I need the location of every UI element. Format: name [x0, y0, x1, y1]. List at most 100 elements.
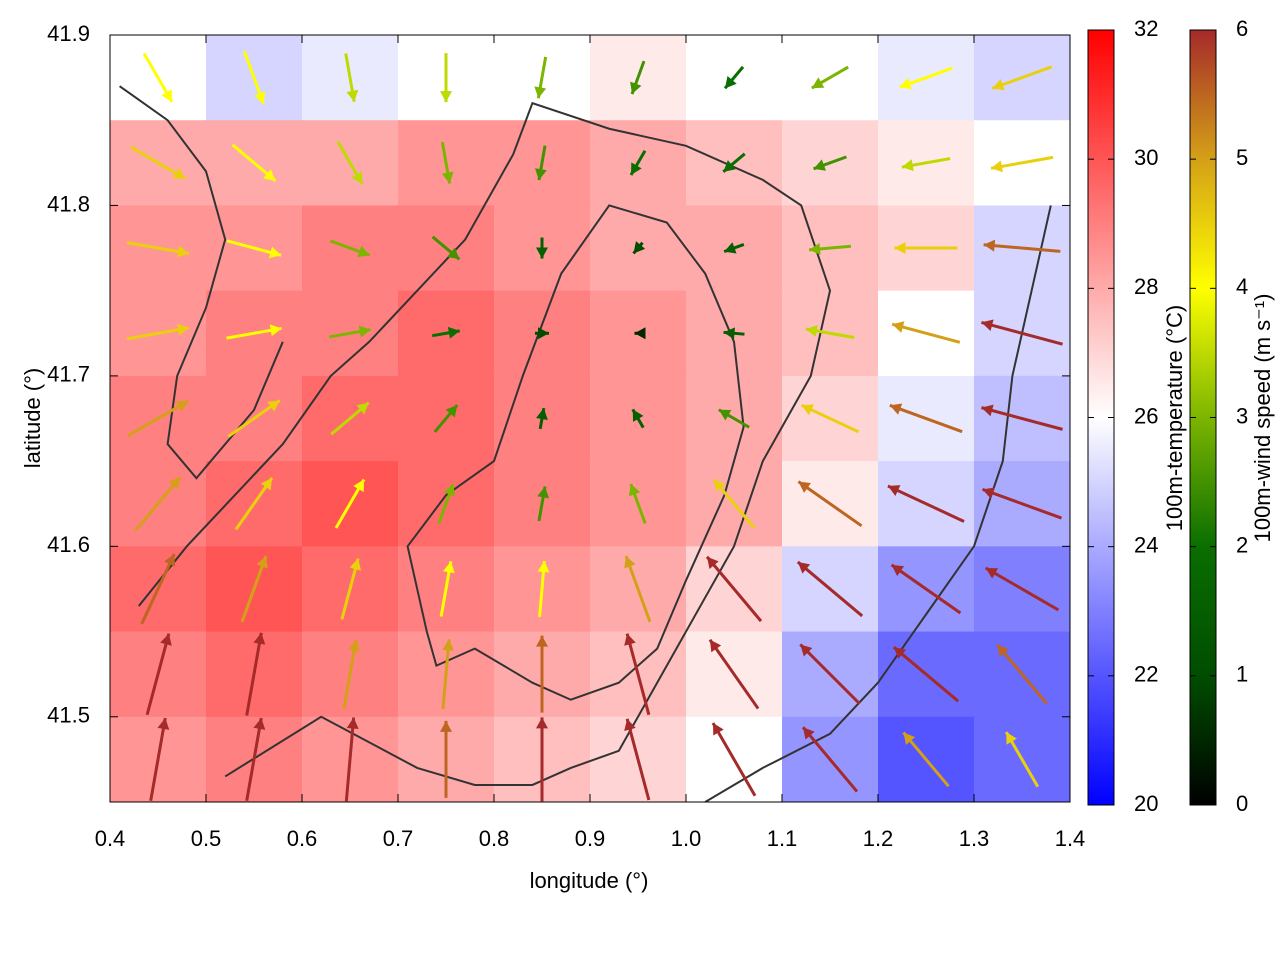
arrow-shaft	[984, 566, 1060, 612]
arrow-head	[809, 242, 821, 255]
arrow-head	[161, 89, 172, 102]
arrow-head	[160, 633, 172, 646]
arrow-head	[723, 160, 736, 172]
arrow-head	[536, 408, 548, 421]
x-tick-label: 0.7	[383, 826, 414, 851]
arrow-head	[537, 486, 550, 499]
wind-arrow	[536, 407, 548, 430]
arrow-head	[346, 89, 359, 102]
x-tick-label: 0.9	[575, 826, 606, 851]
arrow-head	[348, 639, 361, 652]
arrow-head	[351, 171, 363, 185]
arrow-shaft	[149, 717, 167, 802]
wind-arrow	[243, 50, 266, 105]
arrow-head	[263, 169, 276, 181]
arrow-head	[724, 242, 737, 254]
arrow-head	[538, 327, 549, 340]
colorbar-tick-label: 22	[1134, 662, 1158, 687]
colorbar-tick-label: 4	[1236, 274, 1248, 299]
wind-arrow	[226, 239, 282, 259]
arrow-head	[536, 717, 548, 729]
arrow-head	[440, 720, 452, 732]
wind-arrow	[629, 149, 647, 176]
arrow-head	[997, 644, 1009, 657]
wind-arrow	[712, 478, 756, 529]
arrow-head	[713, 723, 724, 736]
wind-arrow	[437, 483, 456, 524]
wind-arrow	[624, 555, 652, 623]
wind-arrow	[991, 65, 1053, 91]
contour-line	[138, 101, 832, 786]
wind-arrow	[982, 487, 1062, 520]
wind-arrow	[813, 155, 847, 171]
wind-arrow	[535, 327, 549, 340]
wind-arrow	[227, 399, 281, 438]
arrow-head	[260, 477, 273, 491]
wind-arrow	[431, 235, 461, 261]
wind-arrow	[534, 145, 547, 181]
wind-arrow	[996, 643, 1048, 705]
colorbar-tick-label: 28	[1134, 274, 1158, 299]
y-tick-label: 41.7	[47, 362, 90, 387]
wind-arrow	[624, 718, 651, 801]
arrow-head	[164, 554, 176, 567]
wind-arrow	[245, 717, 266, 802]
wind-arrow	[344, 717, 359, 802]
wind-arrow	[145, 633, 172, 716]
wind-arrow	[440, 53, 452, 103]
arrow-head	[356, 402, 369, 415]
wind-arrow	[536, 237, 548, 259]
wind-arrow	[811, 65, 849, 90]
x-tick-label: 1.3	[959, 826, 990, 851]
arrow-head	[891, 564, 905, 577]
arrow-head	[725, 76, 737, 89]
wind-arrow	[723, 65, 745, 90]
arrow-head	[253, 632, 266, 645]
arrow-shaft	[705, 555, 763, 623]
colorbar-tick-label: 32	[1134, 16, 1158, 41]
arrow-head	[1006, 732, 1017, 745]
arrow-head	[349, 558, 362, 571]
wind-arrow	[140, 553, 176, 625]
wind-arrow	[796, 560, 864, 618]
arrow-shaft	[145, 633, 171, 716]
wind-arrow	[797, 480, 863, 528]
arrow-head	[718, 409, 732, 421]
wind-arrow	[711, 722, 757, 797]
arrow-head	[357, 245, 370, 258]
wind-arrow	[630, 60, 646, 95]
colorbar-tick-label: 3	[1236, 403, 1248, 428]
arrow-head	[982, 487, 995, 499]
arrow-shaft	[981, 320, 1063, 346]
y-axis-label: latitude (°)	[20, 368, 45, 469]
arrow-shaft	[996, 643, 1048, 705]
x-tick-label: 0.6	[287, 826, 318, 851]
wind-arrow	[889, 403, 963, 434]
wind-arrow	[126, 399, 190, 438]
arrow-head	[811, 77, 825, 89]
wind-arrow	[902, 731, 950, 788]
arrow-shaft	[797, 480, 863, 528]
wind-arrow	[631, 408, 645, 429]
y-tick-label: 41.8	[47, 191, 90, 216]
arrow-shaft	[344, 717, 356, 802]
arrow-head	[624, 556, 636, 569]
wind-arrow	[892, 646, 960, 703]
wind-arrow	[537, 486, 550, 522]
arrow-head	[353, 479, 364, 492]
temperature-colorbar-label: 100m-temperature (°C)	[1162, 305, 1187, 531]
arrow-head	[887, 485, 901, 497]
colorbar-tick-label: 5	[1236, 145, 1248, 170]
arrow-head	[177, 323, 190, 336]
arrow-head	[534, 86, 547, 99]
x-axis-label: longitude (°)	[530, 868, 649, 893]
arrow-shaft	[887, 484, 965, 523]
wind-arrow	[801, 726, 859, 793]
arrow-head	[447, 247, 460, 260]
arrow-head	[800, 644, 813, 657]
arrow-head	[803, 727, 815, 740]
arrow-head	[801, 404, 814, 416]
wind-arrow	[440, 720, 452, 798]
wind-arrow	[329, 325, 371, 339]
arrow-head	[256, 556, 268, 569]
